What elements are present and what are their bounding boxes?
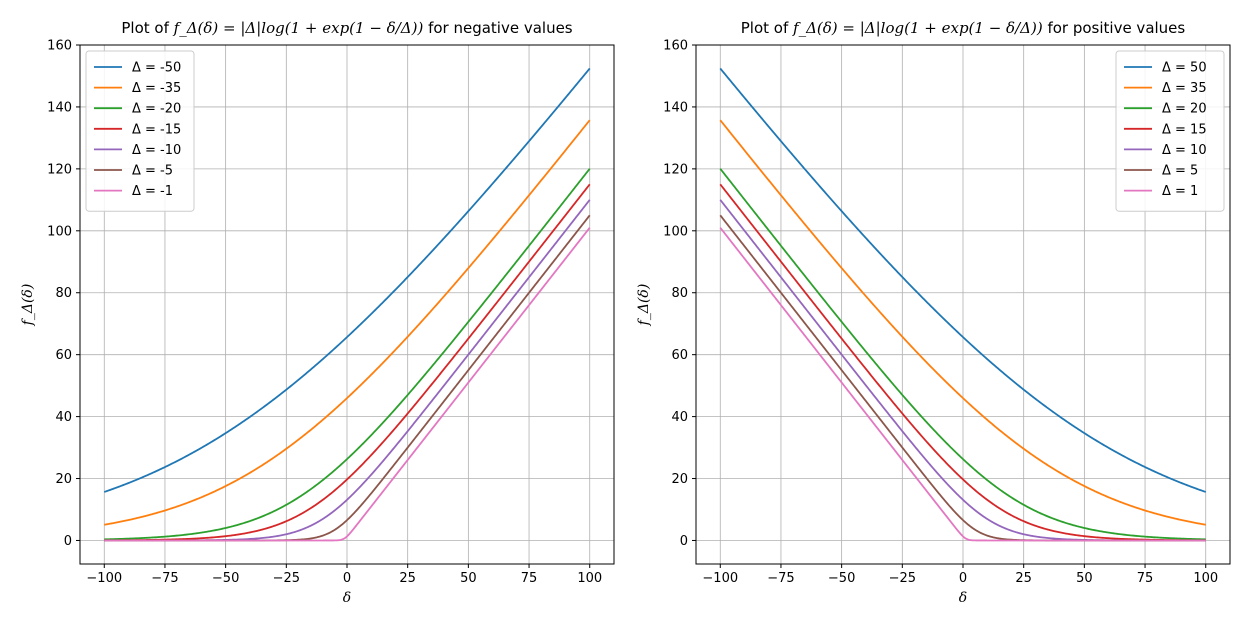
x-axis-label: δ [343, 590, 351, 606]
x-tick-label: −50 [212, 571, 239, 586]
legend-label: Δ = -10 [132, 143, 181, 158]
legend-box [1115, 50, 1225, 212]
y-tick-label: 100 [47, 224, 72, 239]
legend-label: Δ = -1 [132, 184, 173, 199]
x-tick-label: −50 [828, 571, 855, 586]
x-tick-label: −100 [702, 571, 738, 586]
x-tick-label: 25 [399, 571, 416, 586]
x-tick-label: 25 [1015, 571, 1032, 586]
y-tick-label: 120 [663, 162, 688, 177]
series-line-7 [719, 227, 1206, 542]
chart-panel-2: −100 −75 −50 −25 0 25 50 75 100 0 20 40 60 80 100 120 14… [636, 19, 1231, 606]
x-tick-label: 0 [959, 571, 967, 586]
y-tick-label: 140 [663, 100, 688, 115]
y-axis-label: f_Δ(δ) [636, 284, 652, 327]
legend-label: Δ = -20 [132, 102, 181, 117]
series-line-7 [104, 227, 591, 542]
y-tick-label: 0 [64, 534, 72, 549]
x-tick-label: 50 [1076, 571, 1093, 586]
x-tick-label: 100 [577, 571, 602, 586]
y-tick-label: 160 [663, 39, 688, 54]
x-tick-label: 0 [343, 571, 351, 586]
legend-label: Δ = -5 [132, 164, 173, 179]
y-tick-label: 40 [671, 410, 688, 425]
series-line-2 [104, 119, 591, 526]
y-tick-label: 20 [55, 472, 72, 487]
legend-label: Δ = 50 [1162, 61, 1207, 76]
series-line-3 [719, 168, 1206, 541]
y-tick-label: 80 [55, 286, 72, 301]
x-tick-label: −25 [273, 571, 300, 586]
x-tick-label: −75 [151, 571, 178, 586]
legend: Δ = 50 Δ = 35 Δ = 20 Δ = 15 Δ = 10 Δ = 5 Δ = 1 [1115, 50, 1225, 212]
legend-label: Δ = 5 [1162, 164, 1198, 179]
series-line-4 [104, 183, 591, 542]
x-tick-label: 75 [1137, 571, 1154, 586]
y-tick-label: 20 [671, 472, 688, 487]
legend: Δ = -50 Δ = -35 Δ = -20 Δ = -15 Δ = -10 Δ = -… [85, 50, 195, 212]
y-tick-label: 60 [671, 348, 688, 363]
chart-title: Plot of f_Δ(δ) = |Δ|log(1 + exp(1 − δ/Δ)… [741, 19, 1186, 37]
x-tick-label: 100 [1193, 571, 1218, 586]
x-axis-label: δ [959, 590, 967, 606]
legend-label: Δ = 20 [1162, 102, 1207, 117]
x-tick-label: −25 [889, 571, 916, 586]
series-line-1 [719, 67, 1207, 493]
chart-panel-1: −100 −75 −50 −25 0 25 50 75 100 0 20 40 60 80 100 120 14… [20, 19, 615, 606]
chart-title: Plot of f_Δ(δ) = |Δ|log(1 + exp(1 − δ/Δ)… [121, 19, 572, 37]
x-tick-label: −100 [86, 571, 122, 586]
legend-label: Δ = -15 [132, 122, 181, 137]
y-tick-label: 80 [671, 286, 688, 301]
y-axis-label: f_Δ(δ) [20, 284, 36, 327]
legend-label: Δ = -35 [132, 81, 181, 96]
series-line-4 [719, 183, 1206, 542]
legend-label: Δ = -50 [132, 61, 181, 76]
y-tick-label: 100 [663, 224, 688, 239]
y-tick-label: 60 [55, 348, 72, 363]
legend-label: Δ = 1 [1162, 184, 1198, 199]
legend-label: Δ = 10 [1162, 143, 1207, 158]
y-tick-label: 0 [680, 534, 688, 549]
y-tick-label: 40 [55, 410, 72, 425]
legend-box [85, 50, 195, 212]
y-tick-label: 140 [47, 100, 72, 115]
x-tick-label: −75 [767, 571, 794, 586]
y-tick-label: 160 [47, 39, 72, 54]
legend-label: Δ = 35 [1162, 81, 1207, 96]
x-tick-label: 50 [460, 571, 477, 586]
series-line-3 [104, 168, 591, 541]
legend-label: Δ = 15 [1162, 122, 1207, 137]
x-tick-label: 75 [521, 571, 538, 586]
series-line-2 [719, 119, 1206, 526]
y-tick-label: 120 [47, 162, 72, 177]
series-line-1 [103, 67, 591, 493]
